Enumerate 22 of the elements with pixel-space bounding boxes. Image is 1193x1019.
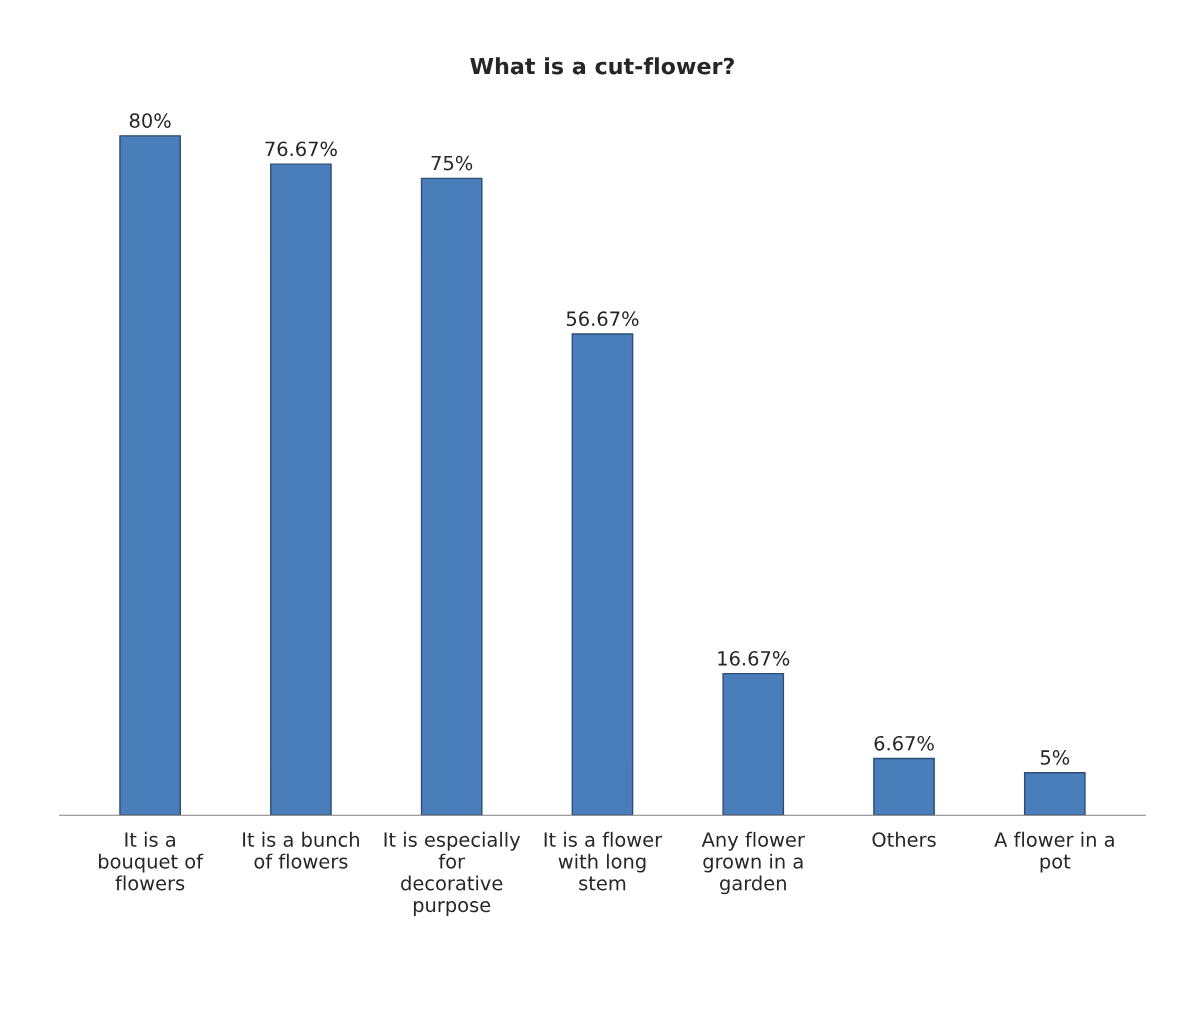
data-label: 80% bbox=[129, 113, 171, 128]
data-label: 6.67% bbox=[874, 735, 934, 751]
x-tick-label: It is especially for decorative purpose bbox=[384, 831, 521, 917]
data-label: 5% bbox=[1040, 750, 1070, 765]
bar bbox=[119, 135, 181, 816]
x-tick-label: Any flower grown in a garden bbox=[701, 831, 805, 895]
data-label: 56.67% bbox=[566, 311, 639, 327]
bar bbox=[420, 177, 483, 816]
chart-title: What is a cut-flower? bbox=[470, 57, 734, 75]
x-tick-label: It is a bouquet of flowers bbox=[99, 831, 204, 891]
bar bbox=[1023, 772, 1086, 816]
bar bbox=[270, 163, 332, 816]
bar bbox=[873, 757, 935, 816]
data-label: 75% bbox=[431, 155, 473, 171]
bar bbox=[722, 672, 785, 816]
data-label: 16.67% bbox=[718, 651, 790, 666]
x-tick-label: Others bbox=[872, 831, 936, 847]
bar bbox=[571, 333, 634, 816]
data-label: 76.67% bbox=[265, 141, 337, 157]
x-tick-label: A flower in a pot bbox=[994, 831, 1114, 873]
x-tick-label: It is a bunch of flowers bbox=[243, 831, 359, 869]
x-tick-label: It is a flower with long stem bbox=[544, 831, 663, 891]
